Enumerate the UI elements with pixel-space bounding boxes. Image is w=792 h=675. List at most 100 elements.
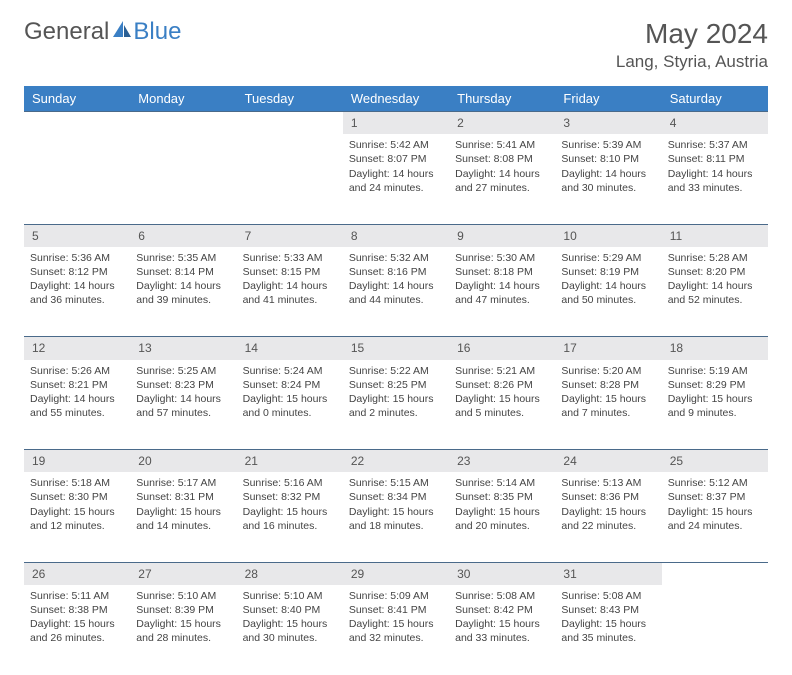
- sunrise-label: Sunrise:: [243, 252, 284, 264]
- sunset-label: Sunset:: [561, 153, 600, 165]
- sunset-value: 8:19 PM: [600, 266, 639, 278]
- daylight-label: Daylight:: [668, 393, 712, 405]
- day-cell: Sunrise: 5:35 AMSunset: 8:14 PMDaylight:…: [130, 247, 236, 337]
- day-cell: Sunrise: 5:28 AMSunset: 8:20 PMDaylight:…: [662, 247, 768, 337]
- daylight-label: Daylight:: [349, 506, 393, 518]
- day-cell: Sunrise: 5:32 AMSunset: 8:16 PMDaylight:…: [343, 247, 449, 337]
- sunrise-label: Sunrise:: [561, 139, 602, 151]
- sunset-value: 8:16 PM: [387, 266, 426, 278]
- sunset-value: 8:10 PM: [600, 153, 639, 165]
- sunrise-value: 5:28 AM: [709, 252, 748, 264]
- sunset-value: 8:21 PM: [69, 379, 108, 391]
- day-number: 7: [237, 224, 343, 247]
- sunset-label: Sunset:: [136, 604, 175, 616]
- sunrise-value: 5:39 AM: [603, 139, 642, 151]
- logo-sail-icon: [111, 18, 133, 46]
- daylight-label: Daylight:: [30, 280, 74, 292]
- sunrise-label: Sunrise:: [136, 252, 177, 264]
- daylight-label: Daylight:: [30, 506, 74, 518]
- sunset-value: 8:42 PM: [494, 604, 533, 616]
- day-number: 8: [343, 224, 449, 247]
- sunset-label: Sunset:: [30, 604, 69, 616]
- sunrise-label: Sunrise:: [243, 365, 284, 377]
- day-detail-row: Sunrise: 5:26 AMSunset: 8:21 PMDaylight:…: [24, 360, 768, 450]
- sunrise-label: Sunrise:: [561, 590, 602, 602]
- weekday-header: Saturday: [662, 86, 768, 112]
- sunrise-label: Sunrise:: [455, 590, 496, 602]
- sunrise-value: 5:29 AM: [603, 252, 642, 264]
- daylight-label: Daylight:: [349, 393, 393, 405]
- daylight-label: Daylight:: [455, 280, 499, 292]
- day-detail-row: Sunrise: 5:36 AMSunset: 8:12 PMDaylight:…: [24, 247, 768, 337]
- day-cell: [24, 134, 130, 224]
- day-detail-row: Sunrise: 5:18 AMSunset: 8:30 PMDaylight:…: [24, 472, 768, 562]
- day-number: 11: [662, 224, 768, 247]
- sunset-label: Sunset:: [561, 491, 600, 503]
- daylight-label: Daylight:: [455, 393, 499, 405]
- sunset-label: Sunset:: [668, 153, 707, 165]
- sunrise-label: Sunrise:: [136, 590, 177, 602]
- header: General Blue May 2024 Lang, Styria, Aust…: [24, 18, 768, 72]
- daylight-label: Daylight:: [668, 506, 712, 518]
- day-number: 4: [662, 112, 768, 135]
- weekday-header: Monday: [130, 86, 236, 112]
- daylight-label: Daylight:: [455, 168, 499, 180]
- day-cell: Sunrise: 5:09 AMSunset: 8:41 PMDaylight:…: [343, 585, 449, 675]
- day-number: 17: [555, 337, 661, 360]
- day-number-row: 262728293031: [24, 562, 768, 585]
- logo-text-2: Blue: [133, 18, 181, 46]
- sunset-label: Sunset:: [455, 266, 494, 278]
- day-number: [130, 112, 236, 135]
- day-cell: Sunrise: 5:10 AMSunset: 8:39 PMDaylight:…: [130, 585, 236, 675]
- daylight-label: Daylight:: [30, 393, 74, 405]
- day-cell: Sunrise: 5:14 AMSunset: 8:35 PMDaylight:…: [449, 472, 555, 562]
- sunset-label: Sunset:: [243, 379, 282, 391]
- sunset-label: Sunset:: [136, 491, 175, 503]
- day-cell: Sunrise: 5:26 AMSunset: 8:21 PMDaylight:…: [24, 360, 130, 450]
- sunrise-value: 5:09 AM: [390, 590, 429, 602]
- sunset-value: 8:07 PM: [387, 153, 426, 165]
- sunset-label: Sunset:: [349, 379, 388, 391]
- sunrise-value: 5:13 AM: [603, 477, 642, 489]
- sunrise-label: Sunrise:: [30, 477, 71, 489]
- day-cell: Sunrise: 5:20 AMSunset: 8:28 PMDaylight:…: [555, 360, 661, 450]
- sunrise-value: 5:41 AM: [497, 139, 536, 151]
- daylight-label: Daylight:: [561, 393, 605, 405]
- day-number-row: 1234: [24, 112, 768, 135]
- day-cell: Sunrise: 5:16 AMSunset: 8:32 PMDaylight:…: [237, 472, 343, 562]
- sunrise-value: 5:18 AM: [71, 477, 110, 489]
- weekday-header: Sunday: [24, 86, 130, 112]
- day-number: 5: [24, 224, 130, 247]
- sunrise-value: 5:08 AM: [497, 590, 536, 602]
- sunset-label: Sunset:: [668, 266, 707, 278]
- day-number: [24, 112, 130, 135]
- day-cell: Sunrise: 5:11 AMSunset: 8:38 PMDaylight:…: [24, 585, 130, 675]
- sunrise-value: 5:12 AM: [709, 477, 748, 489]
- day-number: 24: [555, 450, 661, 473]
- daylight-label: Daylight:: [136, 506, 180, 518]
- sunrise-value: 5:22 AM: [390, 365, 429, 377]
- month-title: May 2024: [616, 18, 768, 50]
- day-cell: Sunrise: 5:21 AMSunset: 8:26 PMDaylight:…: [449, 360, 555, 450]
- daylight-label: Daylight:: [668, 280, 712, 292]
- day-number: 16: [449, 337, 555, 360]
- weekday-header: Thursday: [449, 86, 555, 112]
- day-cell: Sunrise: 5:22 AMSunset: 8:25 PMDaylight:…: [343, 360, 449, 450]
- daylight-label: Daylight:: [561, 506, 605, 518]
- day-cell: Sunrise: 5:12 AMSunset: 8:37 PMDaylight:…: [662, 472, 768, 562]
- daylight-label: Daylight:: [30, 618, 74, 630]
- sunset-label: Sunset:: [668, 379, 707, 391]
- day-number: 6: [130, 224, 236, 247]
- sunrise-value: 5:24 AM: [284, 365, 323, 377]
- logo: General Blue: [24, 18, 181, 46]
- sunrise-label: Sunrise:: [668, 477, 709, 489]
- day-number: 27: [130, 562, 236, 585]
- daylight-label: Daylight:: [349, 280, 393, 292]
- calendar-table: SundayMondayTuesdayWednesdayThursdayFrid…: [24, 86, 768, 675]
- day-cell: Sunrise: 5:18 AMSunset: 8:30 PMDaylight:…: [24, 472, 130, 562]
- sunrise-label: Sunrise:: [136, 365, 177, 377]
- sunset-label: Sunset:: [349, 153, 388, 165]
- daylight-label: Daylight:: [561, 168, 605, 180]
- sunrise-value: 5:19 AM: [709, 365, 748, 377]
- daylight-label: Daylight:: [349, 168, 393, 180]
